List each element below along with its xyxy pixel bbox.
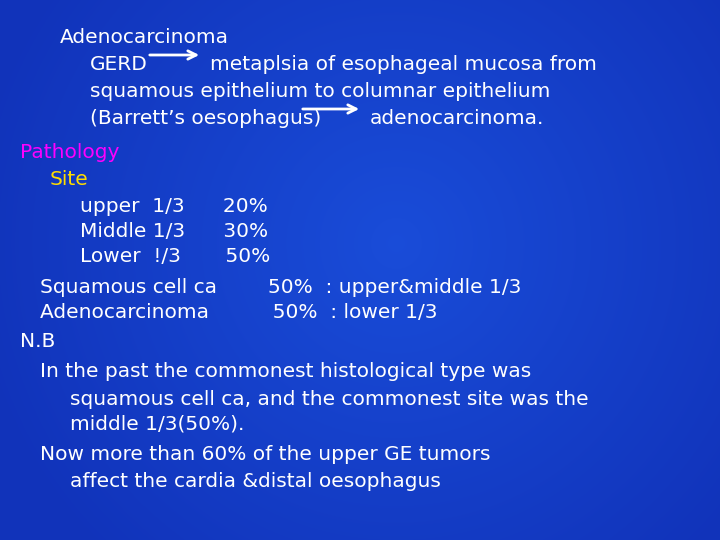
- Text: Squamous cell ca        50%  : upper&middle 1/3: Squamous cell ca 50% : upper&middle 1/3: [40, 278, 521, 297]
- Text: Adenocarcinoma          50%  : lower 1/3: Adenocarcinoma 50% : lower 1/3: [40, 303, 438, 322]
- Text: Site: Site: [50, 170, 89, 189]
- Text: Adenocarcinoma: Adenocarcinoma: [60, 28, 229, 47]
- Text: (Barrett’s oesophagus): (Barrett’s oesophagus): [90, 109, 321, 128]
- Text: upper  1/3      20%: upper 1/3 20%: [80, 197, 268, 216]
- Text: Pathology: Pathology: [20, 143, 120, 162]
- Text: squamous epithelium to columnar epithelium: squamous epithelium to columnar epitheli…: [90, 82, 550, 101]
- Text: In the past the commonest histological type was: In the past the commonest histological t…: [40, 362, 531, 381]
- Text: affect the cardia &distal oesophagus: affect the cardia &distal oesophagus: [70, 472, 441, 491]
- Text: middle 1/3(50%).: middle 1/3(50%).: [70, 415, 244, 434]
- Text: GERD: GERD: [90, 55, 148, 74]
- Text: Now more than 60% of the upper GE tumors: Now more than 60% of the upper GE tumors: [40, 445, 490, 464]
- Text: Middle 1/3      30%: Middle 1/3 30%: [80, 222, 268, 241]
- Text: squamous cell ca, and the commonest site was the: squamous cell ca, and the commonest site…: [70, 390, 589, 409]
- Text: adenocarcinoma.: adenocarcinoma.: [370, 109, 544, 128]
- Text: metaplsia of esophageal mucosa from: metaplsia of esophageal mucosa from: [210, 55, 597, 74]
- Text: Lower  !/3       50%: Lower !/3 50%: [80, 247, 270, 266]
- Text: N.B: N.B: [20, 332, 55, 351]
